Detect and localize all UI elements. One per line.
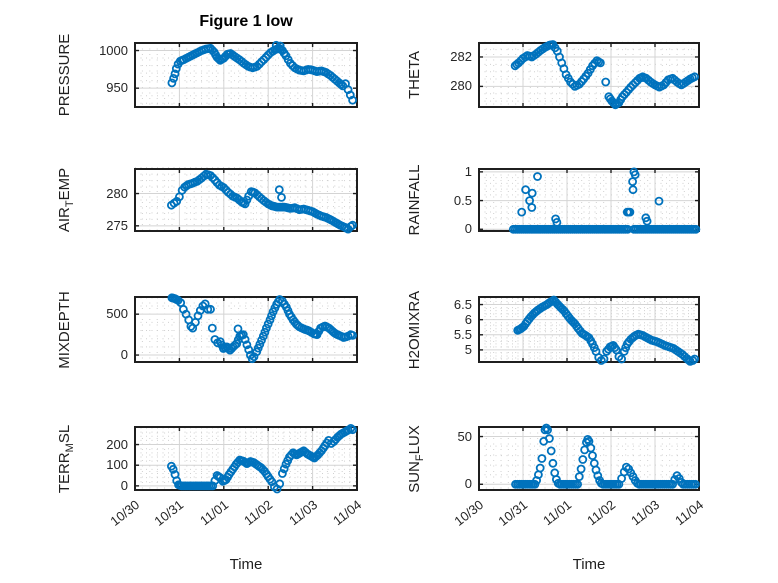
y-tick-label: 280 <box>450 78 472 94</box>
grid-major <box>479 169 699 231</box>
y-tick-label: 200 <box>106 436 128 452</box>
tick-marks <box>134 43 358 107</box>
tick-marks <box>134 297 358 362</box>
x-axis-label-time-left: Time <box>229 556 263 573</box>
axes-box <box>134 426 358 491</box>
tick-marks <box>478 43 700 107</box>
plot-area-pressure <box>134 40 358 108</box>
axes-box <box>478 296 700 363</box>
plot-area-h2omixra <box>478 295 700 366</box>
y-tick-label: 0.5 <box>453 192 472 208</box>
y-tick-label: 950 <box>106 80 128 96</box>
scatter-series <box>513 295 700 366</box>
y-tick-label: 1 <box>464 163 472 179</box>
plot-area-rainfall <box>478 167 701 234</box>
scatter-series <box>167 40 358 105</box>
y-tick-label: 282 <box>450 48 472 64</box>
scatter-series <box>511 423 700 489</box>
axes-box <box>478 168 700 232</box>
grid-minor <box>479 169 699 231</box>
y-tick-label: 50 <box>457 428 472 444</box>
plot-area-sun_flux <box>478 423 700 491</box>
x-axis-label-time-right: Time <box>572 556 606 573</box>
y-tick-label: 0 <box>120 477 128 493</box>
axes-box <box>478 42 700 108</box>
y-tick-label: 0 <box>464 476 472 492</box>
scatter-series <box>167 424 358 494</box>
tick-marks <box>134 169 358 231</box>
y-tick-label: 6.5 <box>453 296 472 312</box>
scatter-series <box>510 40 700 110</box>
figure-title: Figure 1 low <box>199 13 293 30</box>
y-tick-label: 500 <box>106 306 128 322</box>
scatter-series <box>167 169 358 234</box>
scatter-series <box>167 293 358 364</box>
plot-area-theta <box>478 40 700 110</box>
y-tick-label: 100 <box>106 457 128 473</box>
tick-marks <box>478 169 700 231</box>
scatter-series <box>508 167 701 234</box>
plot-area-air_temp <box>134 167 358 234</box>
grid-minor <box>479 297 699 363</box>
y-tick-label: 1000 <box>99 42 128 58</box>
tick-marks <box>478 297 700 362</box>
y-tick-label: 280 <box>106 185 128 201</box>
plot-area-terr_msl <box>134 424 358 494</box>
y-tick-label: 0 <box>120 347 128 363</box>
y-tick-label: 0 <box>464 221 472 237</box>
axes-box <box>134 168 358 232</box>
axes-box <box>478 426 700 491</box>
y-tick-label: 6 <box>464 311 472 327</box>
axes-box <box>134 42 358 108</box>
y-tick-label: 5 <box>464 341 472 357</box>
axes-box <box>134 296 358 363</box>
plot-area-mixdepth <box>134 293 358 364</box>
y-tick-label: 5.5 <box>453 326 472 342</box>
y-tick-label: 275 <box>106 217 128 233</box>
